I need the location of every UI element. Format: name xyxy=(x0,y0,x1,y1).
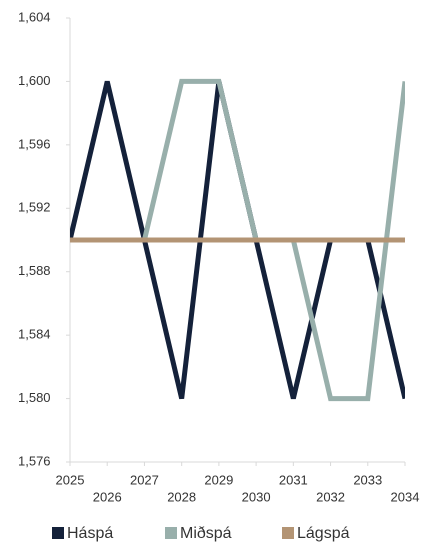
y-tick-label: 1,588 xyxy=(18,263,51,278)
y-tick-label: 1,584 xyxy=(18,327,51,342)
legend-swatch xyxy=(52,527,64,539)
x-tick-label: 2033 xyxy=(353,472,382,487)
x-tick-label: 2030 xyxy=(242,489,271,504)
legend-label: Miðspá xyxy=(180,525,232,542)
x-tick-label: 2029 xyxy=(204,472,233,487)
y-tick-label: 1,576 xyxy=(18,453,51,468)
legend-label: Lágspá xyxy=(297,525,350,542)
x-tick-label: 2031 xyxy=(279,472,308,487)
legend-label: Háspá xyxy=(67,525,113,542)
x-tick-label: 2026 xyxy=(93,489,122,504)
x-tick-label: 2025 xyxy=(56,472,85,487)
x-tick-label: 2028 xyxy=(167,489,196,504)
y-tick-label: 1,600 xyxy=(18,73,51,88)
x-tick-label: 2034 xyxy=(391,489,420,504)
y-tick-label: 1,604 xyxy=(18,9,51,24)
x-tick-label: 2027 xyxy=(130,472,159,487)
y-tick-label: 1,596 xyxy=(18,136,51,151)
y-tick-label: 1,592 xyxy=(18,200,51,215)
legend-swatch xyxy=(165,527,177,539)
legend-swatch xyxy=(282,527,294,539)
x-tick-label: 2032 xyxy=(316,489,345,504)
y-tick-label: 1,580 xyxy=(18,390,51,405)
